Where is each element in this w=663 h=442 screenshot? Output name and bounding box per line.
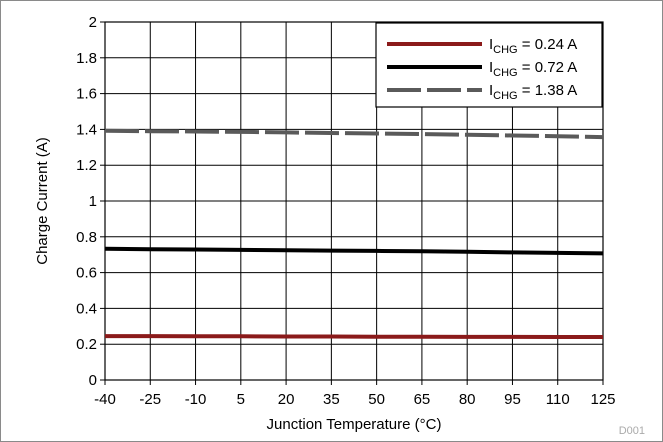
x-tick-label: 95 bbox=[504, 391, 521, 408]
x-tick-label: 35 bbox=[323, 391, 340, 408]
y-tick-label: 1 bbox=[89, 193, 97, 210]
y-tick-label: 0.4 bbox=[76, 300, 97, 317]
legend-label: ICHG = 0.72 A bbox=[489, 59, 577, 79]
x-tick-label: 80 bbox=[459, 391, 476, 408]
series-line bbox=[104, 246, 604, 256]
x-tick-label: 5 bbox=[237, 391, 245, 408]
x-tick-label: 110 bbox=[546, 391, 570, 408]
x-tick-label: -25 bbox=[139, 391, 161, 408]
x-axis-title: Junction Temperature (°C) bbox=[267, 416, 442, 433]
series-line bbox=[104, 128, 604, 140]
y-tick-label: 0.2 bbox=[76, 336, 97, 353]
legend: ICHG = 0.24 A ICHG = 0.72 A ICHG = 1.38 A bbox=[375, 22, 603, 108]
x-tick-label: 20 bbox=[278, 391, 295, 408]
x-tick-label: 50 bbox=[368, 391, 385, 408]
x-axis-ticks: -40 -25 -10 5 20 35 50 65 80 95 110 125 bbox=[94, 380, 616, 408]
y-tick-label: 0 bbox=[89, 372, 97, 389]
series-line bbox=[105, 334, 603, 339]
series-layer bbox=[104, 128, 604, 339]
y-tick-label: 0.6 bbox=[76, 265, 97, 282]
y-tick-label: 1.4 bbox=[76, 121, 97, 138]
x-tick-label: 125 bbox=[590, 391, 615, 408]
y-tick-label: 2 bbox=[89, 14, 97, 31]
legend-label: ICHG = 1.38 A bbox=[489, 82, 577, 102]
x-tick-label: 65 bbox=[414, 391, 431, 408]
y-tick-label: 1.8 bbox=[76, 50, 97, 67]
y-tick-label: 1.2 bbox=[76, 157, 97, 174]
y-axis-title: Charge Current (A) bbox=[34, 137, 51, 265]
x-tick-label: -10 bbox=[185, 391, 207, 408]
x-tick-label: -40 bbox=[94, 391, 116, 408]
legend-label: ICHG = 0.24 A bbox=[489, 36, 577, 56]
y-tick-label: 0.8 bbox=[76, 229, 97, 246]
y-axis-ticks: 0 0.2 0.4 0.6 0.8 1 1.2 1.4 1.6 1.8 2 bbox=[76, 14, 105, 389]
y-tick-label: 1.6 bbox=[76, 86, 97, 103]
footer-label: D001 bbox=[619, 425, 645, 437]
